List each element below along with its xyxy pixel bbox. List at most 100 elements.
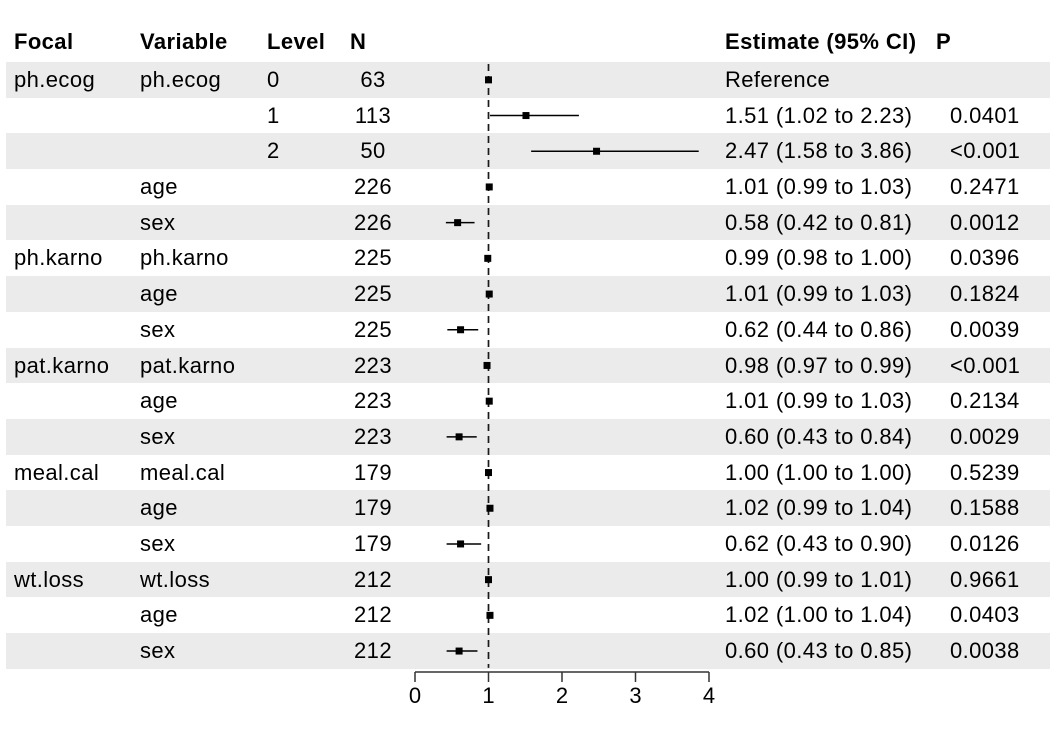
x-axis-tick-label: 2 [556, 683, 568, 708]
cell-variable: wt.loss [140, 566, 211, 592]
table-row: pat.karno pat.karno 223 0.98 (0.97 to 0.99)… [0, 347, 1050, 384]
cell-p: 0.0029 [950, 423, 1020, 449]
table-row: age 226 1.01 (0.99 to 1.03) 0.2471 [0, 169, 1050, 205]
x-axis-tick-label: 1 [482, 683, 494, 708]
cell-estimate_label: 0.99 (0.98 to 1.00) [725, 245, 913, 271]
table-row: sex 225 0.62 (0.44 to 0.86) 0.0039 [0, 312, 1050, 348]
cell-estimate_label: Reference [725, 67, 831, 92]
cell-n: 63 [360, 67, 386, 92]
cell-p: 0.5239 [950, 459, 1020, 485]
table-row: sex 212 0.60 (0.43 to 0.85) 0.0038 [0, 633, 1050, 669]
column-header-p: P [936, 29, 952, 54]
cell-n: 179 [354, 459, 392, 485]
cell-p: 0.0401 [950, 102, 1020, 128]
cell-n: 212 [354, 602, 392, 628]
cell-n: 226 [354, 209, 392, 235]
cell-n: 225 [354, 281, 392, 307]
cell-variable: sex [140, 316, 176, 342]
table-row: sex 226 0.58 (0.42 to 0.81) 0.0012 [0, 204, 1050, 241]
cell-p: <0.001 [950, 352, 1021, 378]
cell-level: 1 [267, 102, 280, 128]
cell-focal: wt.loss [14, 566, 85, 592]
cell-level: 0 [267, 67, 280, 92]
cell-level: 2 [267, 138, 280, 164]
cell-p: 0.0396 [950, 245, 1020, 271]
cell-estimate_label: 0.62 (0.44 to 0.86) [725, 316, 913, 342]
cell-variable: age [140, 174, 178, 200]
cell-n: 179 [354, 495, 392, 521]
table-row: age 212 1.02 (1.00 to 1.04) 0.0403 [0, 597, 1050, 633]
column-header-level: Level [267, 29, 326, 54]
table-row: sex 179 0.62 (0.43 to 0.90) 0.0126 [0, 526, 1050, 562]
column-header-estimate: Estimate (95% CI) [725, 29, 917, 54]
cell-n: 223 [354, 423, 392, 449]
cell-n: 50 [360, 138, 386, 164]
cell-n: 179 [354, 530, 392, 556]
cell-variable: age [140, 388, 178, 414]
cell-focal: pat.karno [14, 352, 110, 378]
cell-n: 225 [354, 316, 392, 342]
cell-estimate_label: 1.00 (1.00 to 1.00) [725, 459, 913, 485]
table-row: age 225 1.01 (0.99 to 1.03) 0.1824 [0, 276, 1050, 312]
cell-p: 0.1824 [950, 281, 1020, 307]
cell-estimate_label: 1.00 (0.99 to 1.01) [725, 566, 913, 592]
table-row: ph.karno ph.karno 225 0.99 (0.98 to 1.00) 0.… [0, 240, 1050, 276]
x-axis-tick-label: 0 [409, 683, 421, 708]
cell-estimate_label: 1.51 (1.02 to 2.23) [725, 102, 913, 128]
cell-n: 225 [354, 245, 392, 271]
cell-p: 0.0012 [950, 209, 1020, 235]
table-row: meal.cal meal.cal 179 1.00 (1.00 to 1.00) 0.… [0, 455, 1050, 491]
cell-p: 0.0403 [950, 602, 1020, 628]
x-axis-tick-label: 4 [703, 683, 715, 708]
cell-n: 212 [354, 566, 392, 592]
cell-estimate_label: 1.02 (0.99 to 1.04) [725, 495, 913, 521]
cell-variable: age [140, 602, 178, 628]
cell-variable: sex [140, 638, 176, 663]
table-row: age 223 1.01 (0.99 to 1.03) 0.2134 [0, 383, 1050, 419]
cell-p: 0.0038 [950, 638, 1020, 663]
cell-p: 0.0039 [950, 316, 1020, 342]
cell-variable: age [140, 281, 178, 307]
table-row: wt.loss wt.loss 212 1.00 (0.99 to 1.01) 0.96… [0, 561, 1050, 598]
x-axis-tick-label: 3 [629, 683, 641, 708]
cell-estimate_label: 2.47 (1.58 to 3.86) [725, 138, 913, 164]
cell-variable: meal.cal [140, 459, 226, 485]
table-row: 1 113 1.51 (1.02 to 2.23) 0.0401 [0, 98, 1050, 134]
cell-n: 223 [354, 352, 392, 378]
table-row: sex 223 0.60 (0.43 to 0.84) 0.0029 [0, 418, 1050, 455]
cell-n: 226 [354, 174, 392, 200]
cell-variable: ph.ecog [140, 67, 222, 92]
cell-n: 212 [354, 638, 392, 663]
cell-variable: sex [140, 209, 176, 235]
cell-estimate_label: 0.58 (0.42 to 0.81) [725, 209, 913, 235]
table-body: ph.ecog ph.ecog 0 63 Reference 1 113 1.51 (1.02… [0, 62, 1050, 669]
cell-estimate_label: 1.01 (0.99 to 1.03) [725, 281, 913, 307]
table-row: age 179 1.02 (0.99 to 1.04) 0.1588 [0, 490, 1050, 526]
column-header-focal: Focal [14, 29, 74, 54]
cell-estimate_label: 0.62 (0.43 to 0.90) [725, 530, 913, 556]
cell-variable: ph.karno [140, 245, 229, 271]
cell-n: 223 [354, 388, 392, 414]
cell-estimate_label: 0.98 (0.97 to 0.99) [725, 352, 913, 378]
cell-p: 0.2471 [950, 174, 1020, 200]
table-row: 2 50 2.47 (1.58 to 3.86) <0.001 [0, 133, 1050, 170]
cell-n: 113 [354, 102, 392, 128]
cell-focal: ph.ecog [14, 67, 96, 92]
cell-estimate_label: 1.01 (0.99 to 1.03) [725, 174, 913, 200]
cell-estimate_label: 0.60 (0.43 to 0.85) [725, 638, 913, 663]
cell-focal: meal.cal [14, 459, 100, 485]
column-header-n: N [350, 29, 367, 54]
cell-estimate_label: 1.02 (1.00 to 1.04) [725, 602, 913, 628]
cell-variable: sex [140, 530, 176, 556]
cell-p: 0.9661 [950, 566, 1020, 592]
cell-p: 0.2134 [950, 388, 1020, 414]
table-row: ph.ecog ph.ecog 0 63 Reference [0, 62, 1050, 98]
cell-estimate_label: 0.60 (0.43 to 0.84) [725, 423, 913, 449]
cell-p: 0.1588 [950, 495, 1020, 521]
cell-p: 0.0126 [950, 530, 1020, 556]
column-header-variable: Variable [140, 29, 228, 54]
cell-estimate_label: 1.01 (0.99 to 1.03) [725, 388, 913, 414]
cell-p: <0.001 [950, 138, 1021, 164]
cell-focal: ph.karno [14, 245, 103, 271]
